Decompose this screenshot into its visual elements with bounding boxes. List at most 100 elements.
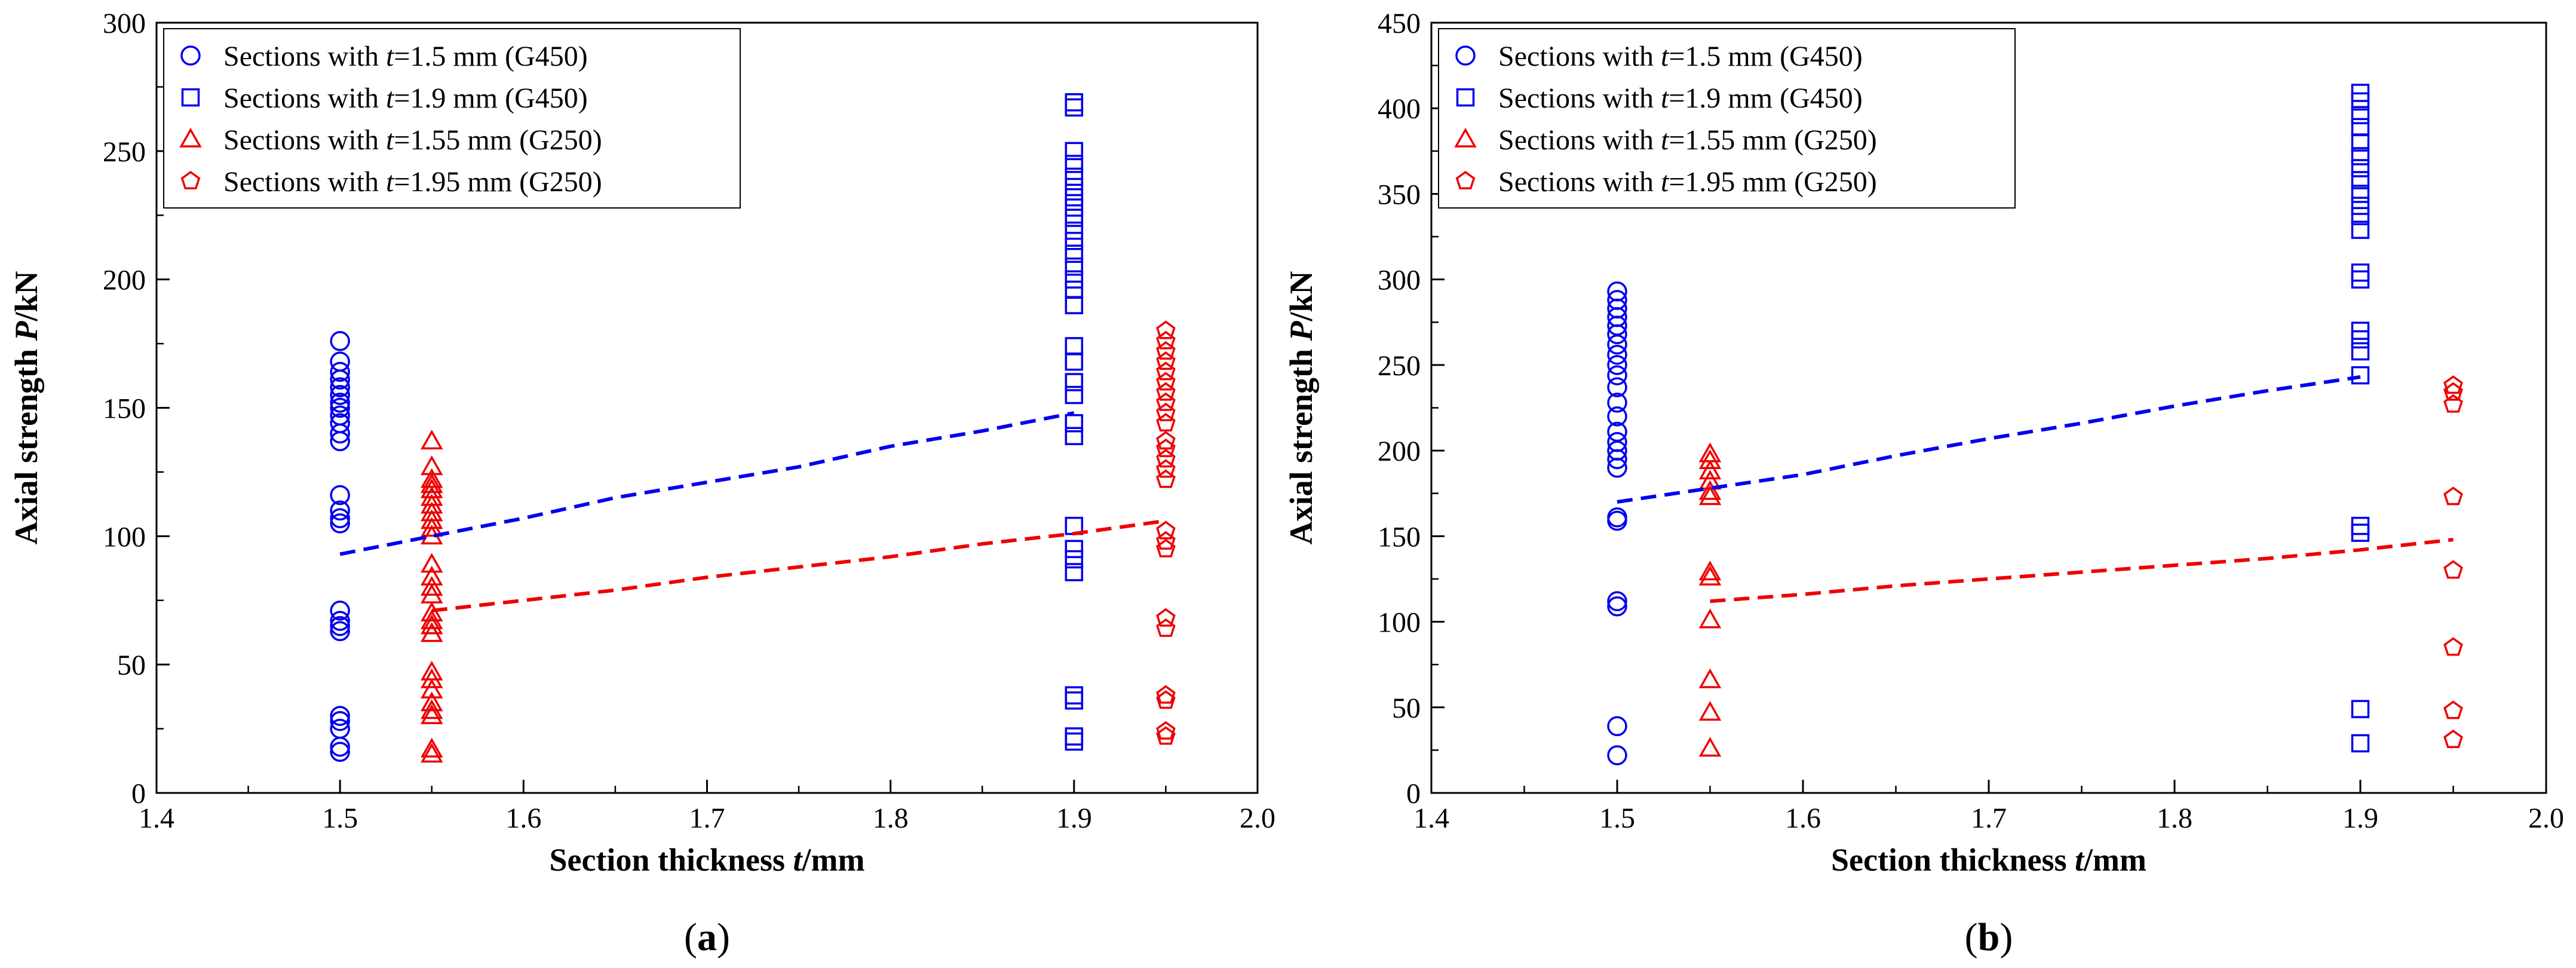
data-point <box>330 513 350 534</box>
data-point <box>1065 198 1084 217</box>
data-point <box>2351 366 2370 385</box>
data-point <box>1156 531 1176 550</box>
legend: Sections with t=1.5 mm (G450) Sections w… <box>1438 28 2016 209</box>
data-point <box>1698 460 1722 480</box>
y-axis-title: Axial strength P/kN <box>1283 271 1319 544</box>
data-point <box>2351 171 2370 189</box>
data-point <box>1065 167 1084 186</box>
legend-entry-t15-g450: Sections with t=1.5 mm (G450) <box>1498 41 1863 72</box>
data-point <box>1607 324 1627 345</box>
data-point <box>1156 382 1176 401</box>
data-point <box>1156 690 1176 709</box>
data-point <box>1156 618 1176 637</box>
legend-box <box>1438 28 2016 209</box>
data-point <box>330 393 350 413</box>
y-tick-label: 300 <box>103 8 146 39</box>
data-point <box>330 601 350 621</box>
y-axis-title-var: P <box>1283 321 1319 342</box>
data-point <box>1065 385 1084 405</box>
data-point <box>1156 330 1176 350</box>
legend-marker <box>181 88 200 107</box>
panel-label: (b) <box>1965 915 2013 959</box>
data-point <box>1607 365 1627 385</box>
x-axis-title: Section thickness t/mm <box>549 842 864 878</box>
data-point <box>1065 142 1084 161</box>
panel-a: 1.4 1.5 1.6 1.7 1.8 1.9 2.0050100150200250300 … <box>8 8 1275 959</box>
x-tick-label: 1.9 <box>2342 802 2378 834</box>
data-point <box>330 351 350 372</box>
data-point <box>2351 118 2370 136</box>
data-point <box>2351 523 2370 542</box>
data-point <box>1065 414 1084 433</box>
y-tick-label: 50 <box>117 650 146 681</box>
data-point <box>1607 377 1627 397</box>
data-point <box>2351 185 2370 203</box>
data-point <box>420 601 443 621</box>
data-point <box>1156 459 1176 478</box>
data-point <box>420 575 443 596</box>
data-point <box>2351 734 2370 753</box>
x-tick-label: 2.0 <box>1240 802 1275 834</box>
x-tick-label: 1.7 <box>1971 802 2007 834</box>
data-point <box>420 553 443 573</box>
data-point <box>1156 362 1176 381</box>
y-axis-title-main: Axial strength <box>8 341 44 545</box>
data-point <box>1607 344 1627 365</box>
x-tick-label: 1.5 <box>1599 802 1635 834</box>
data-point <box>1156 608 1176 627</box>
data-point <box>1065 188 1084 207</box>
y-tick-label: 0 <box>1406 778 1421 810</box>
x-axis-title-unit: /mm <box>802 842 865 878</box>
data-point <box>1065 280 1084 299</box>
y-tick-label: 0 <box>131 778 146 810</box>
x-axis-title: Section thickness t/mm <box>1831 842 2146 878</box>
data-point <box>1065 93 1084 112</box>
x-axis-title-var: t <box>793 842 804 878</box>
legend-markers <box>1454 45 1477 189</box>
legend-marker <box>1455 45 1476 66</box>
data-point <box>1156 413 1176 432</box>
data-point <box>1698 668 1722 688</box>
data-point <box>1065 257 1084 276</box>
data-point <box>1607 510 1627 531</box>
data-point <box>330 485 350 506</box>
data-point <box>1065 373 1084 391</box>
data-point <box>2443 394 2463 413</box>
y-tick-label: 250 <box>1378 350 1421 382</box>
data-point <box>420 743 443 763</box>
data-point <box>1156 320 1176 339</box>
data-point <box>330 710 350 731</box>
y-axis-title-var: P <box>8 321 44 342</box>
data-point <box>1607 458 1627 478</box>
data-point <box>330 500 350 521</box>
data-point <box>1156 449 1176 468</box>
y-axis-title-main: Axial strength <box>1283 341 1319 545</box>
data-point <box>1607 591 1627 611</box>
data-marks <box>330 93 1176 763</box>
data-point <box>1156 726 1176 745</box>
data-point <box>1156 520 1176 540</box>
data-point <box>1065 244 1084 263</box>
data-point <box>1698 480 1722 500</box>
data-point <box>330 611 350 631</box>
data-point <box>1156 538 1176 557</box>
data-point <box>1065 563 1084 581</box>
x-axis-title-main: Section thickness <box>1831 842 2075 878</box>
data-point <box>2351 700 2370 718</box>
data-point <box>1065 540 1084 559</box>
data-point <box>1698 449 1722 470</box>
x-tick-label: 2.0 <box>2528 802 2564 834</box>
x-tick-label: 1.7 <box>689 802 725 834</box>
legend-entry-t195-g250: Sections with t=1.95 mm (G250) <box>1498 166 1877 198</box>
legend-marker <box>179 127 202 148</box>
legend-entry-t15-g450: Sections with t=1.5 mm (G450) <box>223 41 588 72</box>
legend-entry-t155-g250: Sections with t=1.55 mm (G250) <box>223 124 602 156</box>
y-tick-label: 200 <box>103 265 146 296</box>
data-point <box>330 615 350 636</box>
x-tick-label: 1.4 <box>139 802 174 834</box>
data-point <box>1065 296 1084 314</box>
data-point <box>2351 330 2370 349</box>
data-point <box>1698 565 1722 586</box>
y-tick-label: 350 <box>1378 179 1421 210</box>
